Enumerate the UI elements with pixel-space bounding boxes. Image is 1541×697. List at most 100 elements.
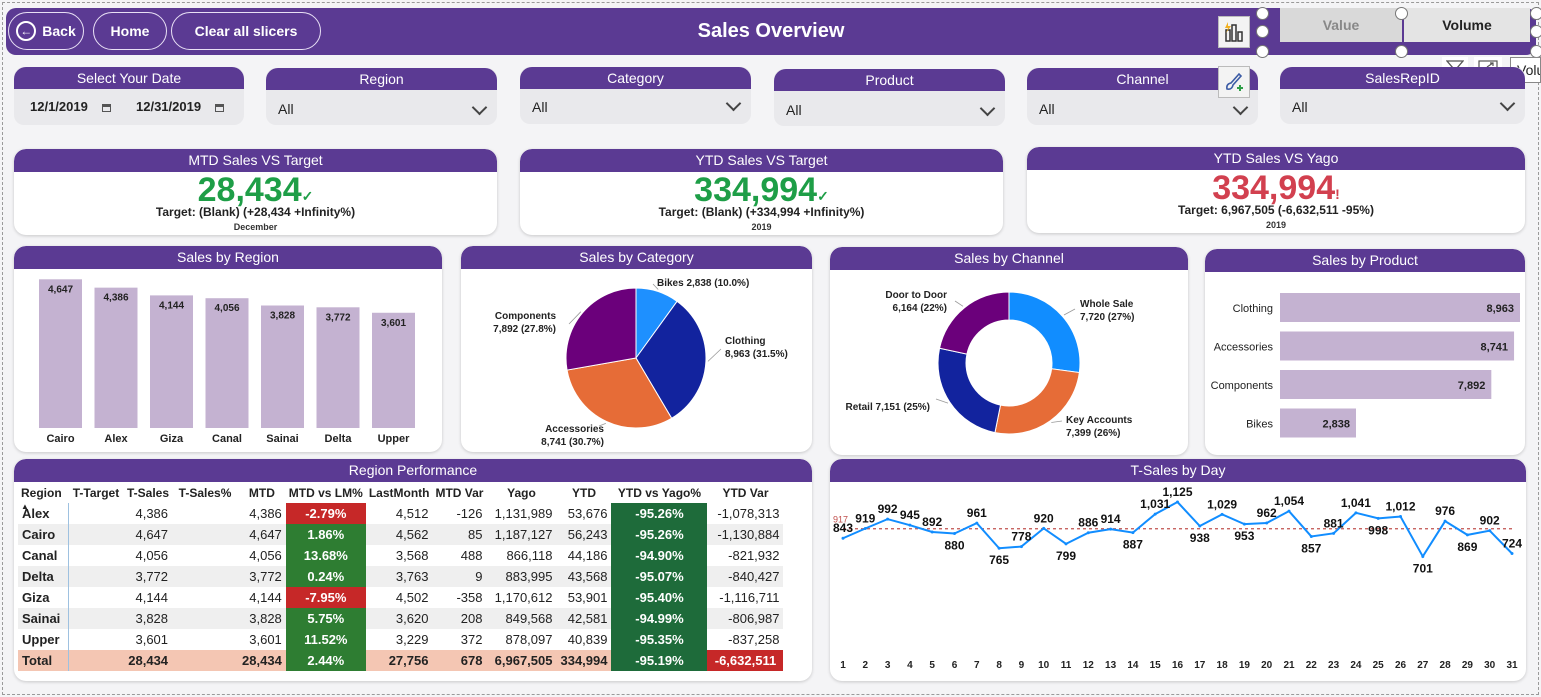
column-header[interactable]: Yago (507, 486, 536, 500)
table-cell (68, 503, 124, 524)
bar-label: 4,386 (103, 293, 128, 304)
x-tick-label: 23 (1328, 660, 1340, 671)
column-header[interactable]: MTD Var (435, 486, 484, 500)
table-cell (172, 650, 239, 671)
start-date-input[interactable]: 12/1/2019 (30, 99, 111, 114)
table-cell: 27,756 (365, 650, 433, 671)
column-header[interactable]: MTD (248, 486, 275, 500)
table-row[interactable]: Canal 4,056 4,056 13.68% 3,568 488 866,118 44,1… (18, 545, 783, 566)
table-cell: 85 (432, 524, 487, 545)
column-header[interactable]: LastMonth (368, 486, 430, 500)
selection-handle[interactable] (1530, 25, 1541, 38)
category-label: Accessories (1214, 342, 1274, 354)
calendar-icon[interactable] (101, 103, 111, 112)
selection-handle[interactable] (1256, 25, 1269, 38)
category-label: Alex (104, 433, 128, 445)
column-header[interactable]: YTD (571, 486, 596, 500)
data-label: 998 (1368, 523, 1388, 537)
bar-chart-lightning-icon[interactable] (1218, 16, 1250, 48)
x-tick-label: 22 (1306, 660, 1318, 671)
data-label: 799 (1056, 549, 1076, 563)
data-label: 938 (1190, 531, 1210, 545)
leader-line (954, 300, 964, 307)
bar-label: 8,741 (1481, 342, 1509, 354)
selection-handle[interactable] (1256, 45, 1269, 58)
bar-label: 2,838 (1322, 419, 1350, 431)
table-cell: 3,828 (238, 608, 286, 629)
table-row[interactable]: Alex 4,386 4,386 -2.79% 4,512 -126 1,131,989 53… (18, 503, 783, 524)
chevron-down-icon[interactable] (1232, 99, 1249, 116)
value-toggle-button[interactable]: Value (1280, 8, 1402, 42)
clear-slicers-button[interactable]: Clear all slicers (171, 12, 321, 50)
column-header[interactable]: YTD vs Yago% (617, 486, 702, 500)
kpi-target: Target: 6,967,505 (-6,632,511 -95%) (1178, 203, 1374, 217)
leader-line (707, 348, 722, 362)
selection-handle[interactable] (1395, 45, 1408, 58)
data-point (953, 531, 956, 535)
table-cell (68, 650, 124, 671)
date-slicer[interactable]: Select Your Date 12/1/2019 12/31/2019 (14, 67, 244, 125)
data-label: 880 (944, 538, 964, 552)
table-row[interactable]: Cairo 4,647 4,647 1.86% 4,562 85 1,187,127 56,2… (18, 524, 784, 545)
chevron-down-icon[interactable] (979, 100, 996, 117)
column-header[interactable]: MTD vs LM% (288, 486, 363, 500)
data-point (1399, 515, 1402, 519)
selection-handle[interactable] (1395, 7, 1408, 20)
table-row[interactable]: Delta 3,772 3,772 0.24% 3,763 9 883,995 43,568-… (18, 566, 784, 587)
table-cell: 678 (432, 650, 487, 671)
table-row[interactable]: Sainai 3,828 3,828 5.75% 3,620 208 849,568 42,5… (18, 608, 784, 629)
salesrep-slicer[interactable]: SalesRepID All (1280, 67, 1525, 124)
table-cell: 4,144 (249, 590, 282, 605)
data-label: 765 (989, 553, 1009, 567)
product-slicer[interactable]: Product All (774, 69, 1005, 126)
selection-handle[interactable] (1530, 7, 1541, 20)
column-header[interactable]: T-Sales% (178, 486, 232, 500)
paint-brush-icon[interactable] (1218, 66, 1250, 98)
category-slicer[interactable]: Category All (520, 67, 751, 124)
slice-value-label: 6,164 (22%) (893, 303, 947, 314)
table-cell: 4,144 (135, 590, 169, 605)
sales-by-product-card: Sales by Product Clothing 8,963 Accessorie… (1205, 249, 1525, 455)
table-cell: 28,434 (238, 650, 286, 671)
category-label: Upper (378, 433, 411, 445)
chevron-down-icon[interactable] (471, 99, 488, 116)
data-label: 1,041 (1341, 496, 1371, 510)
column-header[interactable]: Region (21, 486, 62, 500)
tsales-by-day-chart: 9178431919299239454892588069617765877899… (833, 485, 1522, 671)
volume-toggle-button[interactable]: Volume (1404, 8, 1530, 42)
table-cell (172, 566, 239, 587)
sales-by-region-card: Sales by Region 4,647 Cairo 4,386 Alex 4,144… (14, 246, 442, 452)
chart-title: T-Sales by Day (830, 459, 1526, 482)
x-tick-label: 30 (1484, 660, 1496, 671)
chevron-down-icon[interactable] (1499, 95, 1516, 112)
slice-label: Retail 7,151 (25%) (846, 402, 931, 413)
table-row[interactable]: Giza 4,144 4,144 -7.95% 4,502 -358 1,170,612 53… (18, 587, 783, 608)
table-cell: Giza (18, 587, 69, 608)
calendar-icon[interactable] (215, 103, 225, 112)
region-slicer[interactable]: Region All (266, 68, 497, 125)
table-cell: 3,601 (249, 632, 282, 647)
table-row[interactable]: Upper 3,601 3,601 11.52% 3,229 372 878,097 40,8… (18, 629, 783, 650)
table-cell: 3,229 (395, 632, 429, 647)
end-date-input[interactable]: 12/31/2019 (136, 99, 225, 114)
bar-label: 3,601 (381, 318, 406, 329)
selection-handle[interactable] (1256, 7, 1269, 20)
category-label: Components (1211, 380, 1274, 392)
data-point (997, 546, 1001, 550)
sort-ascending-icon[interactable]: ▲ (21, 502, 29, 511)
table-cell: 2.44% (285, 650, 366, 671)
back-button[interactable]: ← Back (8, 12, 84, 50)
table-cell: 1,187,127 (486, 524, 557, 545)
total-row[interactable]: Total 28,434 28,434 2.44% 27,756 678 6,967,505… (18, 650, 784, 671)
sales-by-region-chart: 4,647 Cairo 4,386 Alex 4,144 Giza 4,056 Canal 3,… (39, 279, 415, 445)
column-header[interactable]: T-Target (72, 486, 120, 500)
x-tick-label: 3 (885, 660, 891, 671)
sales-by-category-chart: Bikes 2,838 (10.0%) Clothing 8,963 (31.5%)… (493, 278, 788, 448)
sales-by-channel-chart: Whole Sale 7,720 (27%) Key Accounts 7,399 (… (846, 290, 1135, 439)
data-point (1086, 531, 1090, 535)
column-header[interactable]: YTD Var (722, 486, 769, 500)
column-header[interactable]: T-Sales (127, 486, 170, 500)
home-button[interactable]: Home (93, 12, 167, 50)
chevron-down-icon[interactable] (725, 95, 742, 112)
data-point (1332, 531, 1336, 535)
